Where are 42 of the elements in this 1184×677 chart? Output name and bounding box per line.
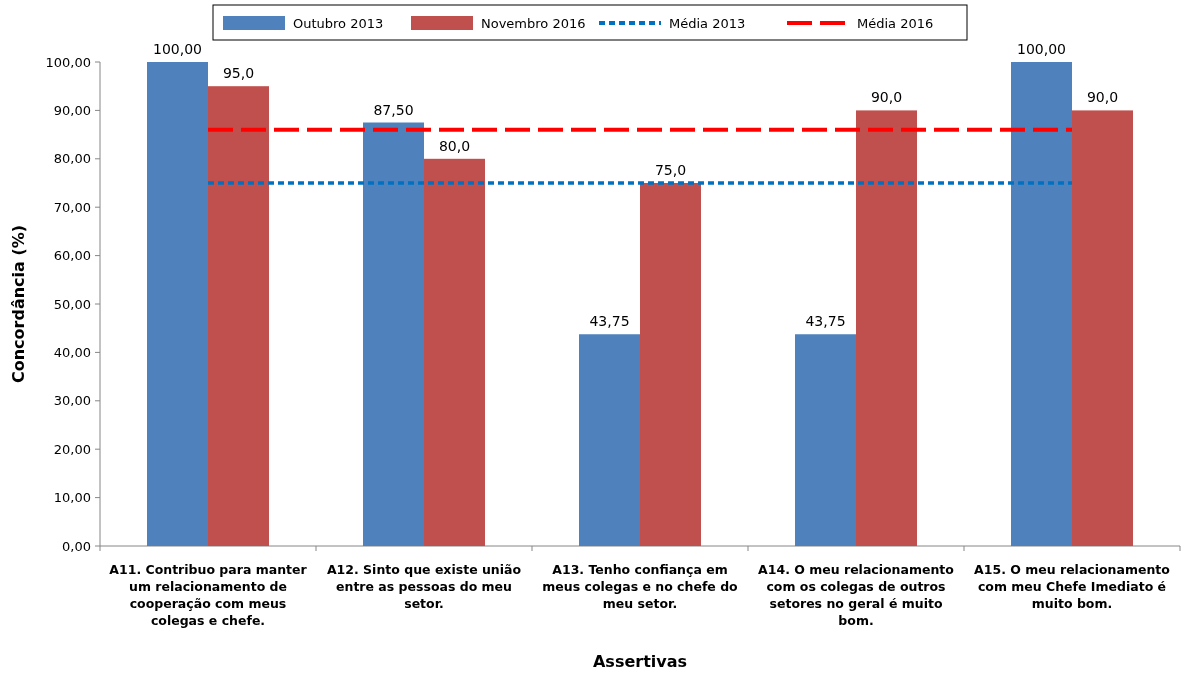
y-tick-label: 30,00 <box>53 393 91 409</box>
y-tick-label: 10,00 <box>53 490 91 506</box>
y-tick-label: 80,00 <box>53 151 91 167</box>
bar <box>1011 62 1072 546</box>
legend-label: Novembro 2016 <box>481 15 586 31</box>
data-label: 95,0 <box>222 65 255 82</box>
x-tick-label: A11. Contribuo para manter um relacionamento de cooperação com meus colegas e chefe. <box>109 562 308 628</box>
data-label: 90,0 <box>870 89 903 106</box>
bar <box>795 334 856 546</box>
data-label: 80,0 <box>438 137 471 154</box>
data-label: 87,50 <box>373 101 414 118</box>
data-label: 100,00 <box>153 41 202 57</box>
bar <box>208 86 269 546</box>
bar <box>579 334 640 546</box>
legend-label: Média 2013 <box>669 15 746 31</box>
bar <box>424 158 485 546</box>
data-label: 43,75 <box>805 313 846 330</box>
bar <box>1072 110 1133 546</box>
x-tick-label: A13. Tenho confiança em meus colegas e no chefe do meu setor. <box>542 562 739 611</box>
y-tick-label: 90,00 <box>53 102 91 118</box>
y-tick-label: 100,00 <box>45 54 91 70</box>
data-label: 100,00 <box>1017 41 1066 57</box>
y-tick-label: 0,00 <box>62 538 91 554</box>
y-tick-label: 50,00 <box>53 296 91 312</box>
data-label: 75,0 <box>654 162 687 178</box>
bar <box>640 183 701 546</box>
bar <box>856 110 917 546</box>
x-tick-label: A14. O meu relacionamento com os colegas de outros setores no geral é muito bom. <box>758 562 955 628</box>
legend-label: Outubro 2013 <box>293 15 384 31</box>
y-tick-label: 60,00 <box>53 248 91 264</box>
bar <box>147 62 208 546</box>
y-tick-label: 70,00 <box>53 199 91 215</box>
x-axis-title: Assertivas <box>592 652 688 671</box>
y-axis-title: Concordância (%) <box>9 224 28 384</box>
x-tick-label: A15. O meu relacionamento com meu Chefe Imediato é muito bom. <box>974 562 1171 611</box>
data-label: 90,0 <box>1086 89 1119 106</box>
bar <box>363 122 424 546</box>
data-label: 43,75 <box>589 313 630 330</box>
y-tick-label: 20,00 <box>53 441 91 457</box>
legend-label: Média 2016 <box>857 15 934 31</box>
y-tick-label: 40,00 <box>53 344 91 360</box>
x-tick-label: A12. Sinto que existe união entre as pessoas do meu setor. <box>326 562 522 611</box>
